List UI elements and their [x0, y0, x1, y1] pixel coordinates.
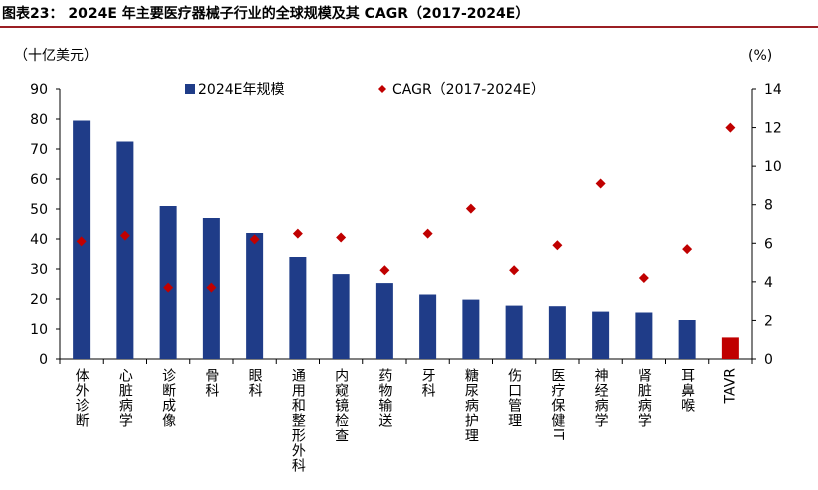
bar-13: [592, 311, 610, 359]
x-category-label: 牙科: [420, 368, 436, 397]
left-axis-tick-label: 40: [30, 232, 48, 248]
bar-3: [159, 206, 177, 359]
bar-15: [678, 320, 696, 359]
x-category-label: 内窥镜检查: [333, 368, 349, 442]
right-axis-tick-label: 2: [764, 313, 773, 329]
bar-5: [246, 233, 264, 359]
left-axis-tick-label: 20: [30, 292, 48, 308]
cagr-point-6: [292, 228, 303, 239]
x-category-label: 骨科: [203, 368, 219, 397]
legend-label-cagr: CAGR（2017-2024E）: [392, 82, 545, 98]
bar-11: [505, 305, 523, 359]
x-category-label: 医疗保健 IT: [549, 368, 565, 440]
bar-9: [419, 294, 437, 359]
left-axis-tick-label: 50: [30, 202, 48, 218]
cagr-point-12: [552, 240, 563, 251]
right-axis-tick-label: 10: [764, 159, 782, 175]
x-category-label: TAVR: [722, 368, 738, 405]
right-axis-unit: (%): [748, 48, 772, 64]
x-category-label: 通用和整形外科: [290, 368, 306, 472]
cagr-point-15: [682, 244, 693, 255]
right-axis-tick-label: 0: [764, 352, 773, 368]
x-category-label: 伤口管理: [506, 368, 522, 427]
right-axis-tick-label: 8: [764, 198, 773, 214]
cagr-point-2: [119, 230, 130, 241]
cagr-point-10: [465, 203, 476, 214]
bar-2: [116, 141, 134, 359]
bar-14: [635, 312, 653, 359]
x-category-label: 肾脏病学: [636, 368, 652, 427]
left-axis-unit: （十亿美元）: [14, 48, 98, 64]
x-category-label: 心脏病学: [117, 368, 133, 427]
x-category-label: 眼科: [247, 368, 263, 397]
x-category-label: 体外诊断: [74, 368, 90, 427]
right-axis-tick-label: 4: [764, 275, 773, 291]
bar-10: [462, 299, 480, 359]
left-axis-tick-label: 0: [39, 352, 48, 368]
left-axis-tick-label: 60: [30, 172, 48, 188]
bar-8: [375, 283, 393, 359]
bar-16: [721, 337, 739, 359]
right-axis-tick-label: 12: [764, 121, 782, 137]
right-axis-tick-label: 14: [764, 82, 782, 98]
left-axis-tick-label: 10: [30, 322, 48, 338]
cagr-point-13: [595, 178, 606, 189]
left-axis-tick-label: 30: [30, 262, 48, 278]
cagr-point-4: [206, 282, 217, 293]
bar-7: [332, 274, 350, 359]
bar-6: [289, 257, 307, 359]
left-axis-tick-label: 70: [30, 142, 48, 158]
cagr-point-3: [163, 282, 174, 293]
legend-swatch-cagr: [378, 85, 386, 93]
left-axis-tick-label: 90: [30, 82, 48, 98]
x-category-label: 耳鼻喉: [679, 368, 695, 412]
cagr-point-1: [76, 236, 87, 247]
cagr-point-11: [509, 265, 520, 276]
x-category-label: 诊断成像: [160, 368, 176, 427]
right-axis-tick-label: 6: [764, 236, 773, 252]
cagr-point-7: [336, 232, 347, 243]
title-bar: 图表23： 2024E 年主要医疗器械子行业的全球规模及其 CAGR（2017-…: [0, 0, 818, 28]
legend-label-bar: 2024E年规模: [198, 82, 284, 98]
cagr-point-14: [638, 273, 649, 283]
bar-12: [548, 306, 566, 359]
x-category-label: 药物输送: [376, 368, 392, 428]
cagr-point-5: [249, 234, 260, 245]
chart-title: 图表23： 2024E 年主要医疗器械子行业的全球规模及其 CAGR（2017-…: [2, 6, 530, 22]
left-axis-tick-label: 80: [30, 112, 48, 128]
cagr-point-9: [422, 228, 433, 239]
x-category-label: 糖尿病护理: [463, 368, 479, 442]
cagr-point-16: [725, 122, 736, 133]
cagr-point-8: [379, 265, 390, 276]
legend-swatch-bar: [185, 84, 195, 94]
x-category-label: 神经病学: [593, 368, 609, 427]
